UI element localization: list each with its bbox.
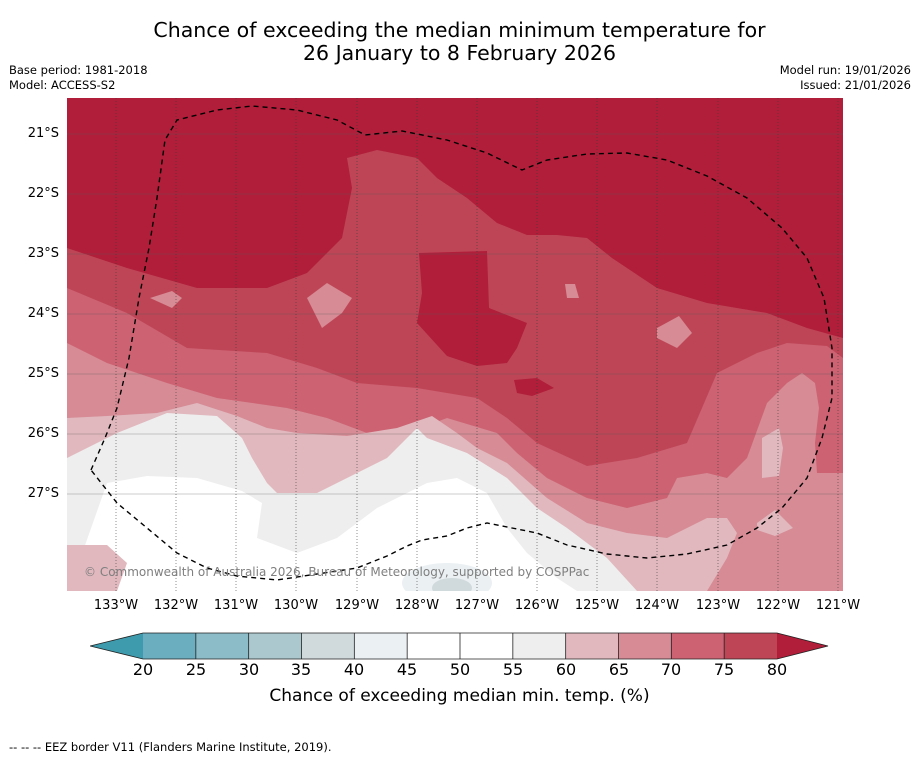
colorbar-tick: 80 bbox=[766, 660, 788, 679]
lat-label: 23°S bbox=[27, 246, 59, 261]
patch-60-65-southwest bbox=[67, 545, 127, 591]
colorbar-tick: 60 bbox=[555, 660, 577, 679]
patch-65-70-small bbox=[565, 284, 579, 298]
patch-60-65-southeast bbox=[757, 510, 793, 536]
colorbar-segment bbox=[354, 633, 408, 659]
colorbar-tick: 55 bbox=[502, 660, 524, 679]
lat-label: 25°S bbox=[27, 366, 59, 381]
lon-label: 127°W bbox=[454, 598, 500, 613]
colorbar-segment bbox=[301, 633, 355, 659]
colorbar-tick: 25 bbox=[185, 660, 207, 679]
lon-label: 128°W bbox=[394, 598, 440, 613]
colorbar-tick: 20 bbox=[132, 660, 154, 679]
colorbar-segment bbox=[618, 633, 672, 659]
lon-gridlines bbox=[115, 98, 839, 591]
colorbar-extend-low bbox=[90, 633, 143, 659]
colorbar-label: Chance of exceeding median min. temp. (%… bbox=[269, 686, 650, 706]
lon-label: 133°W bbox=[93, 598, 139, 613]
colorbar-extend-high bbox=[777, 633, 828, 659]
colorbar-segment bbox=[143, 633, 197, 659]
colorbar-segment bbox=[671, 633, 725, 659]
map-title-line2: 26 January to 8 February 2026 bbox=[302, 41, 616, 65]
eez-legend-note: -- -- -- EEZ border V11 (Flanders Marine… bbox=[9, 740, 332, 754]
lat-label: 22°S bbox=[27, 186, 59, 201]
colorbar bbox=[90, 632, 829, 660]
lon-label: 125°W bbox=[574, 598, 620, 613]
colorbar-tick: 30 bbox=[238, 660, 260, 679]
colorbar-tick: 40 bbox=[343, 660, 365, 679]
eez-border bbox=[90, 105, 833, 581]
map-title-line1: Chance of exceeding the median minimum t… bbox=[153, 18, 766, 42]
lon-label: 121°W bbox=[815, 598, 861, 613]
contour-map bbox=[67, 98, 843, 591]
lon-label: 132°W bbox=[153, 598, 199, 613]
colorbar-segment bbox=[460, 633, 514, 659]
lat-label: 21°S bbox=[27, 126, 59, 141]
colorbar-segment bbox=[565, 633, 619, 659]
lon-label: 130°W bbox=[273, 598, 319, 613]
colorbar-tick: 35 bbox=[290, 660, 312, 679]
map-panel bbox=[67, 98, 843, 591]
colorbar-segment bbox=[195, 633, 250, 659]
lat-label: 26°S bbox=[27, 426, 59, 441]
lon-label: 131°W bbox=[213, 598, 259, 613]
lat-label: 24°S bbox=[27, 306, 59, 321]
lat-label: 27°S bbox=[27, 486, 59, 501]
copyright-notice: © Commonwealth of Australia 2026, Bureau… bbox=[84, 565, 590, 579]
colorbar-tick: 45 bbox=[396, 660, 418, 679]
lon-label: 123°W bbox=[695, 598, 741, 613]
band-80-small bbox=[514, 378, 554, 396]
lon-label: 124°W bbox=[634, 598, 680, 613]
patch-65-70-central bbox=[307, 283, 352, 328]
patch-65-70-east bbox=[657, 316, 692, 348]
model-run: Model run: 19/01/2026 bbox=[779, 63, 911, 77]
band-35-40 bbox=[432, 578, 472, 591]
colorbar-segment bbox=[724, 633, 778, 659]
colorbar-segment bbox=[407, 633, 461, 659]
lat-gridlines bbox=[67, 133, 843, 495]
lon-label: 129°W bbox=[334, 598, 380, 613]
base-period: Base period: 1981-2018 bbox=[9, 63, 148, 77]
colorbar-tick: 65 bbox=[608, 660, 630, 679]
colorbar-tick: 70 bbox=[660, 660, 682, 679]
patch-65-70-west bbox=[150, 291, 182, 308]
colorbar-segment bbox=[248, 633, 302, 659]
issued-date: Issued: 21/01/2026 bbox=[800, 78, 911, 92]
colorbar-tick: 75 bbox=[713, 660, 735, 679]
lon-label: 122°W bbox=[755, 598, 801, 613]
band-80-core bbox=[417, 251, 527, 366]
band-45-55 bbox=[77, 476, 577, 591]
map-frame bbox=[67, 98, 843, 591]
lon-label: 126°W bbox=[514, 598, 560, 613]
colorbar-tick: 50 bbox=[449, 660, 471, 679]
colorbar-outline bbox=[90, 632, 829, 660]
colorbar-segment bbox=[512, 633, 567, 659]
model-name: Model: ACCESS-S2 bbox=[9, 78, 116, 92]
